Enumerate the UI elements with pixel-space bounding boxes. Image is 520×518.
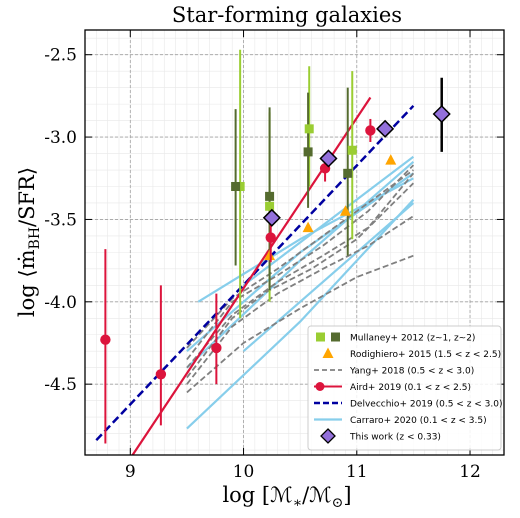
mullaney-z1-point bbox=[235, 181, 245, 191]
carraro-line bbox=[186, 198, 415, 430]
legend-label: Delvecchio+ 2019 (0.5 < z < 3.0) bbox=[350, 400, 503, 410]
aird-point bbox=[365, 125, 376, 136]
mullaney-z1-point bbox=[265, 201, 275, 211]
this-work-point bbox=[262, 208, 281, 227]
legend: Mullaney+ 2012 (z∼1, z∼2) Rodighiero+ 201… bbox=[307, 325, 503, 451]
carraro-line bbox=[197, 177, 414, 303]
legend-box bbox=[307, 325, 502, 451]
plot-frame bbox=[84, 29, 505, 456]
this-work-point bbox=[319, 149, 338, 168]
x-tick-label: 10 bbox=[233, 462, 255, 482]
y-tick-label: -4.5 bbox=[44, 375, 77, 395]
carraro-line bbox=[242, 202, 415, 353]
mullaney-z2-point bbox=[303, 147, 313, 157]
yang-line bbox=[186, 215, 414, 385]
yang-line bbox=[186, 164, 415, 361]
chart-title: Star-forming galaxies bbox=[172, 3, 402, 27]
y-tick-label: -2.5 bbox=[44, 46, 77, 66]
mullaney-z2-point bbox=[265, 191, 275, 201]
y-axis-label: log ⟨ṁBH/SFR⟩ bbox=[15, 167, 43, 317]
y-tick-label: -3.5 bbox=[44, 210, 77, 230]
y-tick-label: -4.0 bbox=[44, 293, 77, 313]
x-tick-label: 9 bbox=[125, 462, 136, 482]
axis-ticks: 9 10 11 12 -2.5 -3.0 -3.5 -4.0 -4.5 bbox=[44, 30, 504, 482]
legend-aird-marker bbox=[315, 382, 325, 391]
yang-line bbox=[186, 254, 414, 394]
x-tick-label: 12 bbox=[459, 462, 481, 482]
mullaney-z2-point bbox=[343, 168, 353, 178]
aird-point bbox=[100, 334, 111, 345]
legend-label: This work (z < 0.33) bbox=[349, 433, 441, 443]
this-work-point bbox=[376, 119, 395, 138]
mullaney-z2-point bbox=[231, 181, 241, 191]
aird-point bbox=[155, 369, 167, 380]
legend-label: Aird+ 2019 (0.1 < z < 2.5) bbox=[350, 383, 471, 393]
legend-label: Yang+ 2018 (0.5 < z < 3.0) bbox=[349, 367, 474, 377]
y-tick-label: -3.0 bbox=[44, 128, 77, 148]
x-axis-label: log [ℳ∗/ℳ⊙] bbox=[222, 483, 351, 511]
legend-mullaney-z1-marker bbox=[316, 332, 325, 342]
yang-line bbox=[186, 169, 414, 349]
carraro-line bbox=[242, 155, 415, 287]
rodighiero-point bbox=[264, 249, 276, 261]
aird-point bbox=[265, 232, 276, 243]
legend-label: Carraro+ 2020 (0.1 < z < 3.5) bbox=[350, 416, 487, 426]
rodighiero-point bbox=[302, 221, 314, 233]
aird-point bbox=[211, 342, 222, 354]
legend-this-work-marker bbox=[320, 428, 336, 444]
legend-rodighiero-marker bbox=[322, 347, 334, 358]
legend-mullaney-z2-marker bbox=[331, 332, 340, 342]
carraro-line bbox=[186, 160, 415, 369]
legend-label: Rodighiero+ 2015 (1.5 < z < 2.5) bbox=[350, 350, 501, 360]
x-tick-label: 11 bbox=[346, 462, 368, 482]
this-work-point bbox=[432, 104, 451, 124]
legend-label: Mullaney+ 2012 (z∼1, z∼2) bbox=[350, 334, 475, 344]
mullaney-z1-point bbox=[304, 124, 314, 134]
mullaney-z1-point bbox=[347, 145, 357, 155]
rodighiero-point bbox=[385, 154, 397, 165]
yang-line bbox=[186, 172, 415, 369]
rodighiero-point bbox=[339, 205, 351, 216]
plot-area bbox=[95, 49, 451, 456]
